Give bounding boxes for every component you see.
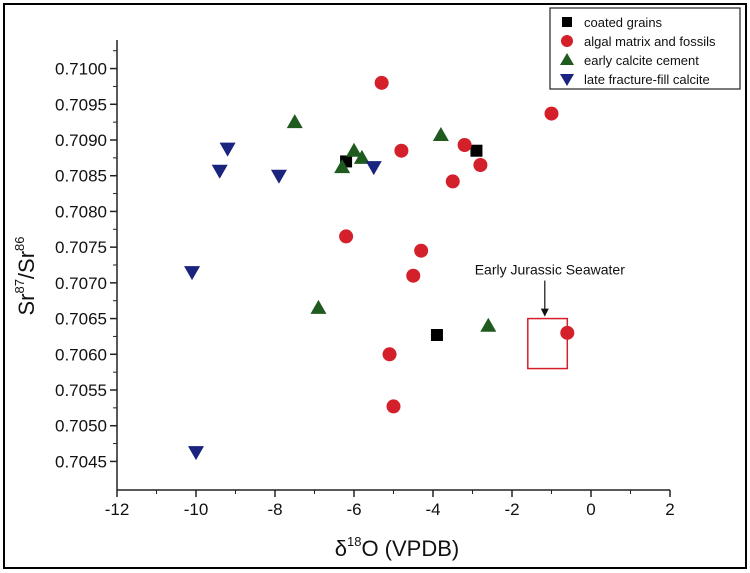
x-title-delta: δ: [335, 536, 347, 561]
y-tick-label: 0.7090: [55, 131, 107, 150]
legend-marker: [560, 53, 574, 65]
data-point: [310, 299, 327, 314]
data-point: [470, 144, 483, 157]
y-tick-label: 0.7085: [55, 167, 107, 186]
y-tick-label: 0.7100: [55, 60, 107, 79]
y-title-sr: Sr: [14, 294, 39, 316]
y-tick-label: 0.7080: [55, 202, 107, 221]
data-point: [353, 149, 370, 164]
seawater-box: [527, 317, 569, 370]
legend-label: early calcite cement: [584, 53, 699, 68]
data-point: [386, 399, 401, 414]
legend: coated grains algal matrix and fossils ear…: [549, 7, 741, 90]
y-title-sup1: 87: [12, 279, 27, 293]
legend-label: algal matrix and fossils: [584, 34, 716, 49]
data-point: [219, 142, 236, 157]
y-tick-label: 0.7045: [55, 452, 107, 471]
data-point: [188, 446, 204, 461]
x-tick-label: -10: [184, 500, 209, 519]
x-ticks: -12 -10 -8 -6 -4 -2 0 2: [105, 490, 675, 519]
legend-label: late fracture-fill calcite: [584, 72, 710, 87]
data-point: [394, 143, 409, 158]
y-tick-label: 0.7075: [55, 238, 107, 257]
x-tick-label: -12: [105, 500, 130, 519]
legend-items: coated grains algal matrix and fossils ear…: [560, 15, 716, 87]
data-point: [374, 75, 389, 90]
x-tick-label: -4: [425, 500, 440, 519]
y-axis-title: Sr87/Sr86: [12, 236, 39, 315]
legend-label: coated grains: [584, 15, 663, 30]
data-point: [480, 317, 497, 332]
data-point: [365, 161, 382, 176]
x-title-rest: O (VPDB): [361, 536, 459, 561]
legend-marker: [562, 17, 572, 27]
data-point: [432, 127, 449, 141]
y-ticks: 0.7045 0.7050 0.7055 0.7060 0.7065 0.7070 0.70…: [55, 50, 117, 471]
y-tick-label: 0.7095: [55, 95, 107, 114]
data-point: [339, 229, 354, 244]
legend-marker: [561, 35, 573, 47]
y-tick-label: 0.7070: [55, 274, 107, 293]
data-point: [286, 114, 303, 129]
data-point: [544, 106, 559, 121]
data-point: [184, 266, 201, 281]
x-tick-label: 2: [665, 500, 674, 519]
y-title-sup2: 86: [12, 236, 27, 250]
data-point: [560, 325, 575, 340]
data-points: [184, 75, 575, 461]
data-point: [346, 142, 362, 157]
data-point: [270, 169, 287, 184]
data-point: [445, 174, 460, 189]
chart-frame: [3, 3, 747, 569]
seawater-label: Early Jurassic Seawater: [475, 262, 626, 278]
data-point: [430, 329, 443, 341]
x-tick-label: -8: [267, 500, 282, 519]
data-point: [457, 138, 472, 152]
y-tick-label: 0.7055: [55, 381, 107, 400]
y-tick-label: 0.7050: [55, 417, 107, 436]
x-tick-label: -6: [346, 500, 361, 519]
data-point: [382, 347, 397, 362]
x-title-sup: 18: [347, 534, 361, 549]
data-point: [406, 268, 421, 283]
x-tick-label: 0: [586, 500, 595, 519]
data-point: [334, 159, 351, 174]
x-axis-title: δ18O (VPDB): [335, 534, 460, 561]
x-tick-label: -2: [504, 500, 519, 519]
seawater-arrow-head: [540, 308, 549, 317]
data-point: [473, 158, 488, 172]
data-point: [414, 243, 429, 258]
y-tick-label: 0.7060: [55, 345, 107, 364]
y-title-slash: /Sr: [14, 251, 39, 279]
seawater-annotation: Early Jurassic Seawater: [475, 262, 626, 370]
y-tick-label: 0.7065: [55, 310, 107, 329]
data-point: [211, 164, 228, 179]
legend-marker: [560, 74, 574, 86]
legend-box: [549, 7, 741, 90]
